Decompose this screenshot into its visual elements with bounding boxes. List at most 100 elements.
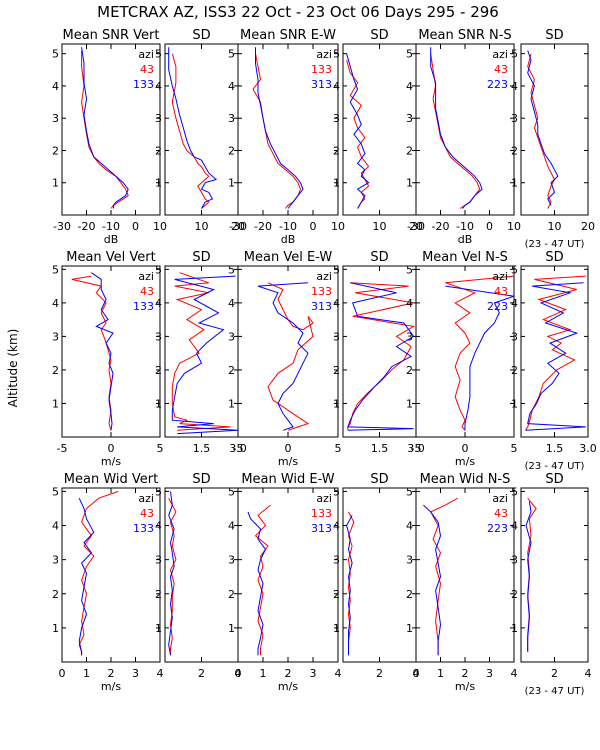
y-tick-label: 4 — [333, 520, 340, 533]
series-line-red — [171, 272, 231, 431]
y-tick-label: 3 — [511, 330, 518, 343]
y-tick-label: 5 — [511, 48, 518, 61]
time-range-note: (23 - 47 UT) — [525, 686, 585, 697]
y-tick-label: 4 — [228, 80, 235, 93]
series-line-red — [346, 59, 370, 209]
x-axis-label: dB — [104, 233, 119, 246]
series-line-blue — [423, 504, 442, 656]
x-tick-label: 5 — [157, 442, 164, 455]
x-tick-label: 2 — [376, 667, 383, 680]
x-tick-label: 4 — [585, 667, 592, 680]
y-tick-label: 1 — [155, 177, 162, 190]
series-line-blue — [255, 47, 304, 209]
series-group — [168, 47, 218, 209]
panel-title: SD — [370, 28, 388, 43]
y-tick-label: 1 — [52, 177, 59, 190]
x-tick-label: 20 — [409, 220, 423, 233]
series-line-blue — [247, 511, 267, 656]
y-tick-label: 3 — [228, 330, 235, 343]
series-line-blue — [347, 282, 415, 431]
legend-red-entry: 133 — [311, 507, 332, 520]
x-tick-label: -10 — [279, 220, 297, 233]
y-tick-label: 4 — [511, 297, 518, 310]
series-line-red — [267, 282, 314, 431]
x-tick-label: 3 — [310, 667, 317, 680]
y-tick-label: 3 — [155, 330, 162, 343]
legend-title: azi — [316, 270, 332, 283]
y-tick-label: 3 — [333, 330, 340, 343]
legend-red-entry: 43 — [494, 507, 508, 520]
y-tick-label: 3 — [406, 112, 413, 125]
y-tick-label: 5 — [511, 485, 518, 498]
panel-title: SD — [370, 250, 388, 265]
y-tick-label: 1 — [228, 397, 235, 410]
series-line-blue — [525, 501, 532, 652]
x-axis-label: m/s — [455, 680, 475, 693]
series-group — [257, 282, 314, 431]
x-tick-label: -5 — [411, 442, 422, 455]
legend-red-entry: 133 — [311, 63, 332, 76]
y-tick-label: 1 — [155, 397, 162, 410]
panel-title: SD — [192, 250, 210, 265]
y-tick-label: 1 — [52, 622, 59, 635]
y-tick-label: 3 — [155, 554, 162, 567]
y-tick-label: 5 — [155, 48, 162, 61]
x-tick-label: -10 — [102, 220, 120, 233]
y-tick-label: 2 — [228, 588, 235, 601]
panel-title: Mean SNR Vert — [62, 28, 159, 43]
y-tick-label: 1 — [511, 177, 518, 190]
series-line-blue — [527, 50, 559, 206]
panel-2-1: SD 1 2 3 4 5 2 4 — [155, 472, 242, 680]
panel-1-3: SD 1 2 3 4 5 1.5 3.0 — [333, 250, 425, 455]
x-axis-label: m/s — [101, 455, 121, 468]
panel-title: SD — [545, 28, 563, 43]
x-tick-label: 0 — [285, 442, 292, 455]
y-tick-label: 5 — [155, 485, 162, 498]
legend-red-entry: 43 — [494, 63, 508, 76]
panel-title: SD — [370, 472, 388, 487]
panel-title: Mean Wid N-S — [420, 472, 511, 487]
series-line-blue — [257, 282, 309, 431]
y-tick-label: 2 — [333, 144, 340, 157]
x-axis-label: m/s — [278, 455, 298, 468]
series-line-red — [252, 53, 302, 209]
series-line-red — [347, 282, 416, 431]
panel-title: Mean SNR E-W — [240, 28, 336, 43]
legend-red-entry: 43 — [140, 63, 154, 76]
series-line-blue — [168, 491, 175, 656]
panel-title: Mean Wid E-W — [241, 472, 334, 487]
y-tick-label: 2 — [406, 144, 413, 157]
x-tick-label: -30 — [229, 220, 247, 233]
series-group — [525, 497, 537, 652]
x-tick-label: 20 — [581, 220, 595, 233]
series-line-blue — [91, 272, 114, 431]
series-line-red — [168, 497, 177, 656]
y-tick-label: 1 — [333, 397, 340, 410]
x-tick-label: -5 — [57, 442, 68, 455]
panel-frame — [520, 43, 589, 216]
y-tick-label: 2 — [406, 364, 413, 377]
y-tick-label: 3 — [333, 554, 340, 567]
x-tick-label: -30 — [53, 220, 71, 233]
series-line-blue — [445, 285, 514, 431]
y-tick-label: 1 — [228, 177, 235, 190]
y-tick-label: 2 — [228, 364, 235, 377]
series-group — [81, 47, 129, 209]
panel-title: Mean Vel N-S — [422, 250, 508, 265]
y-tick-label: 3 — [52, 330, 59, 343]
series-group — [346, 511, 355, 656]
y-tick-label: 1 — [406, 397, 413, 410]
series-line-red — [430, 53, 481, 209]
legend-blue-entry: 223 — [487, 78, 508, 91]
x-tick-label: 3.0 — [579, 442, 597, 455]
y-tick-label: 4 — [511, 520, 518, 533]
x-axis-label: m/s — [278, 680, 298, 693]
x-tick-label: 10 — [153, 220, 167, 233]
panel-2-3: SD 1 2 3 4 5 2 4 — [333, 472, 420, 680]
panel-title: SD — [545, 250, 563, 265]
series-line-blue — [525, 282, 586, 431]
